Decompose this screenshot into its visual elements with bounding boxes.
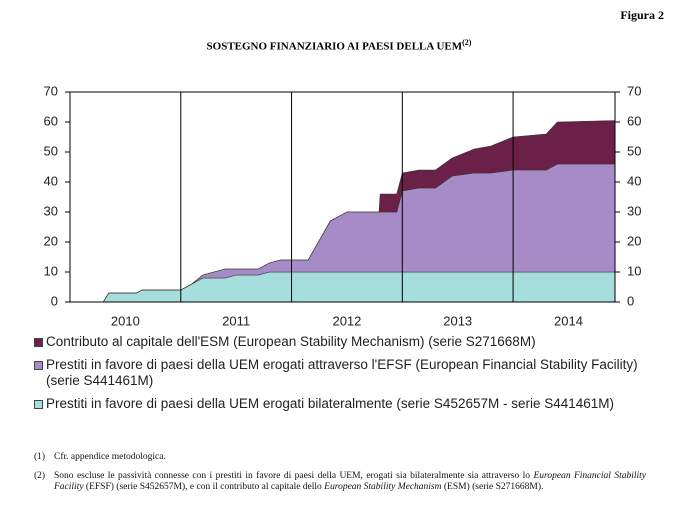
- y-tick-label: 60: [44, 113, 58, 128]
- footnote-marker: (2): [34, 471, 46, 481]
- y-tick-label: 70: [44, 83, 58, 98]
- x-tick-label: 2011: [222, 313, 250, 328]
- plot-frame: [69, 91, 616, 303]
- y2-tick-label: 0: [627, 293, 634, 308]
- y-tick-label: 10: [44, 263, 58, 278]
- y2-tick-label: 50: [627, 143, 641, 158]
- y-tick-label: 40: [44, 173, 58, 188]
- footnote-marker: (1): [34, 452, 46, 462]
- chart: 0 0 10 10 20 20 30 30 40 40 50 50 60 60 70 70 2010 2011 20…: [44, 83, 642, 328]
- y2-tick-label: 60: [627, 113, 641, 128]
- footnote-part: European Stability Mechanism: [324, 482, 442, 492]
- y2-tick-label: 40: [627, 173, 641, 188]
- footnote-text: Cfr. appendice metodologica.: [54, 452, 166, 463]
- legend-label: Prestiti in favore di paesi della UEM er…: [46, 396, 615, 411]
- y2-tick-label: 30: [627, 203, 641, 218]
- area: [70, 271, 616, 303]
- y2-tick-label: 10: [627, 263, 641, 278]
- x-tick-label: 2013: [443, 313, 472, 328]
- y-tick-label: 0: [51, 293, 58, 308]
- legend-label: Contributo al capitale dell'ESM (Europea…: [46, 334, 536, 349]
- legend-label: Prestiti in favore di paesi della UEM er…: [46, 357, 638, 388]
- chart-title-block: SOSTEGNO FINANZIARIO AI PAESI DELLA UEM(…: [0, 38, 678, 53]
- footnote: (1) Cfr. appendice metodologica.: [34, 452, 646, 463]
- footnote-part: (ESM) (serie S271668M).: [441, 482, 544, 492]
- legend-swatch: [34, 361, 43, 370]
- y-tick-label: 50: [44, 143, 58, 158]
- y-tick-label: 20: [44, 233, 58, 248]
- legend-swatch: [34, 338, 43, 347]
- x-tick-label: 2010: [111, 313, 140, 328]
- footnotes: (1) Cfr. appendice metodologica. (2) Sono e…: [34, 452, 646, 501]
- legend-item: Prestiti in favore di paesi della UEM er…: [34, 357, 664, 389]
- legend: Contributo al capitale dell'ESM (Europea…: [34, 334, 664, 419]
- y-tick-label: 30: [44, 203, 58, 218]
- figure-label: Figura 2: [620, 8, 664, 22]
- title-note: (2): [462, 38, 472, 47]
- y2-tick-label: 70: [627, 83, 641, 98]
- legend-item: Contributo al capitale dell'ESM (Europea…: [34, 334, 664, 350]
- chart-title: SOSTEGNO FINANZIARIO AI PAESI DELLA UEM: [206, 40, 463, 53]
- footnote-part: European Financial Stability Facility: [54, 471, 647, 492]
- footnote: (2) Sono escluse le passività connesse co…: [34, 471, 646, 493]
- footnote-part: (EFSF) (serie S452657M), e con il contri…: [83, 482, 325, 492]
- legend-swatch: [34, 400, 43, 409]
- legend-item: Prestiti in favore di paesi della UEM er…: [34, 396, 664, 412]
- y2-tick-label: 20: [627, 233, 641, 248]
- footnote-text: Sono escluse le passività connesse con i…: [54, 471, 646, 493]
- x-tick-label: 2012: [332, 313, 361, 328]
- x-tick-label: 2014: [554, 313, 583, 328]
- footnote-part: Cfr. appendice metodologica.: [54, 452, 166, 462]
- footnote-part: Sono escluse le passività connesse con i…: [54, 471, 534, 481]
